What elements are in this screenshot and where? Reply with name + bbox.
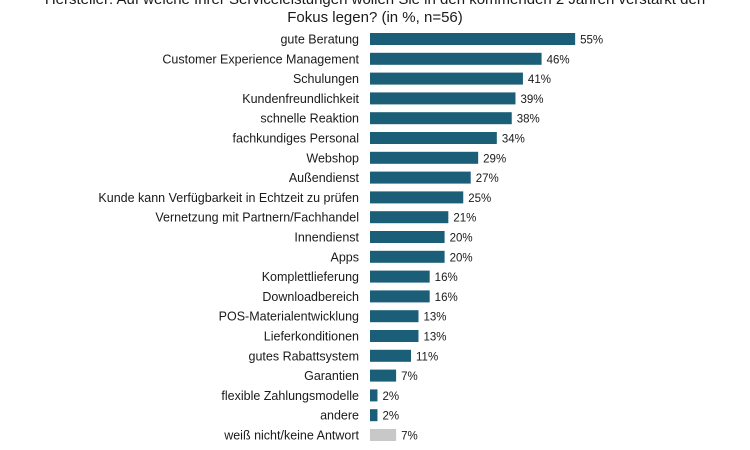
category-label: Innendienst: [294, 231, 359, 245]
category-label: POS-Materialentwicklung: [219, 310, 359, 324]
category-label: flexible Zahlungsmodelle: [221, 389, 359, 403]
category-label: weiß nicht/keine Antwort: [223, 429, 359, 443]
value-label: 27%: [476, 173, 499, 185]
category-label: Vernetzung mit Partnern/Fachhandel: [155, 211, 359, 225]
chart-title-line-2: Fokus legen? (in %, n=56): [287, 9, 463, 26]
value-label: 29%: [483, 153, 506, 165]
bar: [370, 310, 419, 323]
category-label: Lieferkonditionen: [264, 330, 359, 344]
value-label: 38%: [517, 114, 540, 126]
value-label: 2%: [382, 411, 399, 423]
bar: [370, 349, 412, 362]
bar: [370, 409, 378, 422]
category-label: Webshop: [306, 151, 359, 165]
value-label: 7%: [401, 371, 418, 383]
bar: [370, 132, 497, 144]
value-label: 55%: [580, 35, 603, 47]
category-label: Außendienst: [289, 171, 360, 185]
category-label: Downloadbereich: [262, 290, 359, 304]
bar: [370, 250, 445, 263]
category-label: Customer Experience Management: [162, 52, 359, 66]
bar: [370, 270, 430, 283]
bar: [370, 191, 464, 204]
value-label: 20%: [450, 252, 473, 264]
bar: [370, 330, 419, 342]
category-label: fachkundiges Personal: [233, 132, 359, 146]
bar: [370, 92, 516, 105]
value-label: 13%: [423, 332, 446, 344]
value-label: 13%: [423, 312, 446, 324]
category-label: Komplettlieferung: [262, 270, 359, 284]
category-label: gutes Rabattsystem: [249, 349, 359, 363]
category-label: Kundenfreundlichkeit: [242, 92, 359, 106]
bar: [370, 52, 542, 65]
bar: [370, 290, 430, 303]
bar: [370, 171, 471, 184]
chart-title-line-1: Hersteller: Auf welche Ihrer Serviceleis…: [0, 0, 750, 9]
category-label: andere: [320, 409, 359, 423]
bar: [370, 151, 479, 164]
bar: [370, 112, 512, 125]
bar: [370, 429, 397, 441]
category-label: Garantien: [304, 369, 359, 383]
category-label: Apps: [331, 250, 360, 264]
bar: [370, 389, 378, 402]
bar: [370, 211, 449, 224]
category-label: Schulungen: [293, 72, 359, 86]
category-label: schnelle Reaktion: [260, 112, 359, 126]
value-label: 16%: [435, 292, 458, 304]
bar: [370, 72, 523, 85]
value-label: 20%: [450, 233, 473, 245]
category-label: gute Beratung: [280, 33, 359, 47]
value-label: 16%: [435, 272, 458, 284]
value-label: 21%: [453, 213, 476, 225]
value-label: 46%: [547, 54, 570, 66]
value-label: 34%: [502, 134, 525, 146]
category-label: Kunde kann Verfügbarkeit in Echtzeit zu …: [98, 191, 359, 205]
value-label: 41%: [528, 74, 551, 86]
bar: [370, 231, 445, 243]
value-label: 25%: [468, 193, 491, 205]
bar: [370, 369, 397, 382]
bar: [370, 33, 576, 45]
value-label: 2%: [382, 391, 399, 403]
value-label: 7%: [401, 431, 418, 443]
value-label: 39%: [520, 94, 543, 106]
bar-chart-rows: gute Beratung 55% Customer Experience Mana…: [98, 33, 603, 443]
value-label: 11%: [416, 351, 438, 363]
